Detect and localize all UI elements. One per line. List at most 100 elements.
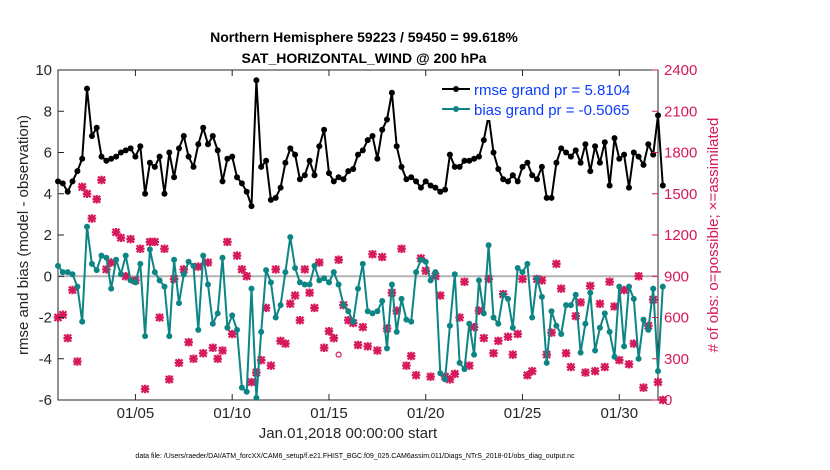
rmse-point <box>335 174 342 181</box>
obs-assimilated-point <box>160 244 169 254</box>
obs-assimilated-point <box>155 313 164 322</box>
bias-point <box>538 293 545 300</box>
legend-box <box>438 80 646 120</box>
obs-assimilated-point <box>227 329 237 339</box>
obs-assimilated-point <box>363 342 372 351</box>
rmse-point <box>432 184 439 191</box>
obs-assimilated-point <box>92 194 102 204</box>
rmse-point <box>146 159 153 166</box>
bias-point <box>277 302 284 309</box>
obs-assimilated-point <box>135 244 145 254</box>
rmse-point <box>272 194 279 201</box>
y-tick-label: 4 <box>44 186 52 203</box>
bias-point <box>171 256 178 263</box>
rmse-point <box>645 141 652 148</box>
bias-point <box>505 295 511 302</box>
y-tick-label: 8 <box>44 103 52 120</box>
obs-assimilated-point <box>319 343 329 353</box>
rmse-point <box>171 174 178 181</box>
bias-point <box>582 320 589 327</box>
rmse-point <box>311 172 318 179</box>
obs-assimilated-point <box>426 372 435 381</box>
rmse-point <box>205 141 211 148</box>
obs-assimilated-point <box>358 322 368 332</box>
rmse-point <box>655 112 661 119</box>
rmse-point <box>519 163 526 170</box>
x-tick-label: 01/30 <box>601 405 639 422</box>
bias-point <box>330 269 337 276</box>
obs-assimilated-point <box>513 329 522 339</box>
bias-point <box>446 322 453 329</box>
rmse-point <box>209 133 216 139</box>
bias-point <box>301 281 308 288</box>
bias-point <box>267 279 274 286</box>
rmse-point <box>263 157 270 164</box>
obs-assimilated-point <box>484 274 493 284</box>
bias-point <box>640 316 647 323</box>
obs-assimilated-point <box>102 265 111 274</box>
bias-point <box>379 298 386 304</box>
y2-tick-label: 1200 <box>664 227 697 244</box>
rmse-point <box>374 155 381 162</box>
rmse-point <box>200 124 207 131</box>
obs-assimilated-point <box>145 237 155 247</box>
bias-point <box>355 285 361 292</box>
obs-assimilated-point <box>581 368 590 377</box>
obs-assimilated-point <box>329 333 339 343</box>
bias-point <box>180 271 187 278</box>
bias-point <box>495 320 502 327</box>
rmse-point <box>446 151 453 158</box>
obs-assimilated-point <box>402 361 411 370</box>
obs-assimilated-point <box>252 368 261 377</box>
bias-point <box>88 260 95 267</box>
axis-ticks: 01/05 01/10 01/15 01/20 01/25 01/30 -6 -4 -2 0 2 4 6… <box>35 62 697 422</box>
bias-point <box>563 302 570 309</box>
rmse-point <box>466 157 473 164</box>
obs-assimilated-point <box>179 265 189 274</box>
obs-assimilated-point <box>150 237 160 247</box>
bias-point <box>408 318 415 325</box>
obs-assimilated-point <box>397 244 406 254</box>
obs-assimilated-point <box>634 271 643 281</box>
y-axis-label: rmse and bias (model - observation) <box>15 115 32 355</box>
bias-point <box>451 271 458 278</box>
obs-assimilated-point <box>523 370 532 380</box>
rmse-point <box>616 155 623 162</box>
bias-point <box>621 343 628 350</box>
bias-point <box>253 394 260 401</box>
bias-point <box>645 326 652 333</box>
bias-point <box>543 359 550 366</box>
obs-possible-point <box>335 351 342 358</box>
obs-assimilated-point <box>300 265 310 274</box>
rmse-point <box>369 133 376 139</box>
rmse-point <box>543 194 550 201</box>
y2-tick-label: 2400 <box>664 62 697 79</box>
rmse-point <box>306 157 313 164</box>
rmse-point <box>219 178 226 185</box>
bias-point <box>103 254 110 261</box>
bias-point <box>509 324 516 331</box>
x-tick-label: 01/20 <box>407 405 445 422</box>
bias-point <box>224 324 231 331</box>
obs-assimilated-point <box>194 262 203 271</box>
rmse-point <box>117 149 124 156</box>
bias-point <box>321 275 328 282</box>
rmse-point <box>635 153 642 160</box>
x-axis-label: Jan.01,2018 00:00:00 start <box>259 425 438 442</box>
bias-point <box>176 300 182 307</box>
rmse-point <box>113 153 120 160</box>
obs-assimilated-point <box>121 271 131 281</box>
bias-point <box>514 265 521 271</box>
rmse-point <box>166 149 173 156</box>
rmse-point <box>64 188 71 195</box>
rmse-point <box>427 182 434 189</box>
rmse-point <box>456 163 463 170</box>
rmse-point <box>572 147 579 154</box>
rmse-point <box>122 147 129 154</box>
rmse-point <box>408 174 415 181</box>
chart-title: Northern Hemisphere 59223 / 59450 = 99.6… <box>210 29 518 45</box>
bias-point <box>393 328 400 335</box>
rmse-point <box>553 159 560 166</box>
obs-assimilated-point <box>87 214 97 223</box>
bias-point <box>311 262 318 269</box>
